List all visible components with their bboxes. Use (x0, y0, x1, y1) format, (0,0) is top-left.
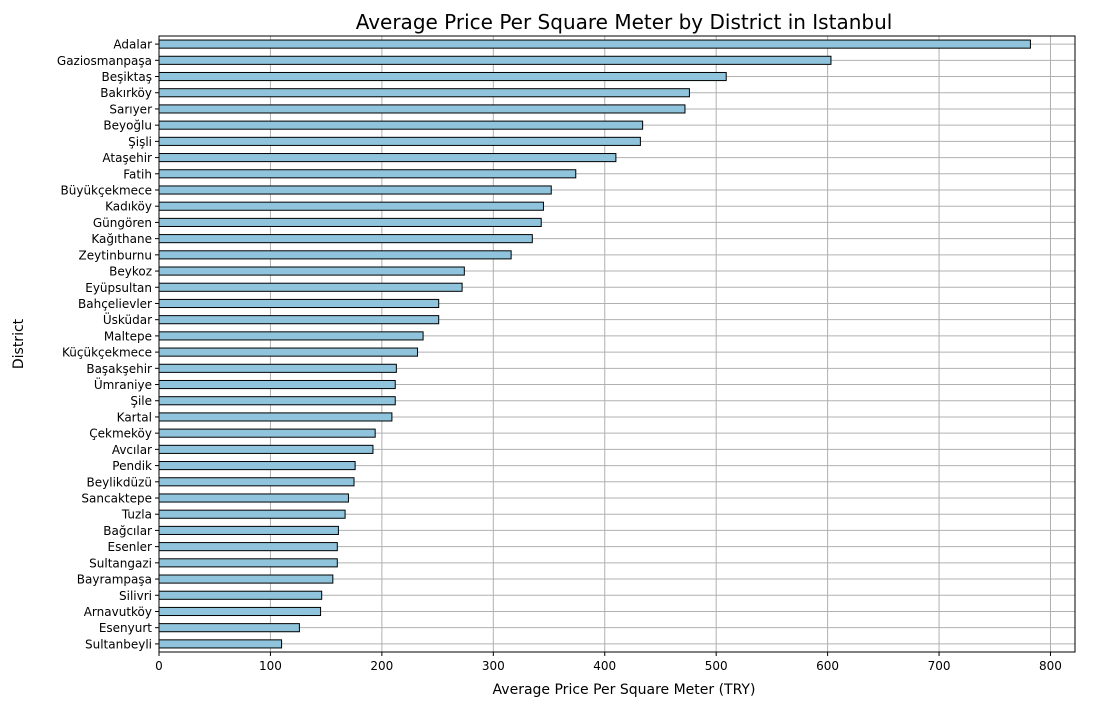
y-tick-label: Bağcılar (103, 524, 152, 538)
bar (158, 298, 440, 309)
bar (158, 39, 1031, 49)
y-tick-label: Esenyurt (99, 621, 152, 635)
y-tick-label: Büyükçekmece (61, 184, 152, 198)
x-tick-label: 100 (259, 659, 282, 673)
x-tick-label: 600 (816, 659, 839, 673)
y-tick-label: Eyüpsultan (85, 281, 152, 295)
bar (158, 379, 396, 390)
y-axis-label: District (11, 318, 27, 369)
bar (158, 623, 300, 633)
x-tick-label: 300 (482, 659, 505, 673)
bar (158, 428, 376, 438)
y-tick-label: Sultanbeyli (85, 637, 152, 651)
bar (158, 169, 577, 179)
y-tick-label: Başakşehir (86, 362, 152, 376)
x-tick-label: 500 (705, 659, 728, 673)
y-tick-label: Bayrampaşa (77, 573, 152, 587)
bar (158, 55, 832, 65)
x-tick-label: 700 (928, 659, 951, 673)
y-tick-label: Şile (130, 394, 152, 408)
bar (158, 558, 338, 568)
y-tick-label: Avcılar (112, 443, 152, 457)
bar (158, 347, 419, 357)
y-tick-label: Ümraniye (94, 376, 152, 392)
y-tick-label: Beşiktaş (102, 70, 152, 84)
bar (158, 88, 690, 98)
bar (158, 461, 356, 471)
bar (158, 396, 396, 406)
bar (158, 234, 533, 244)
plot-frame (158, 35, 1076, 653)
x-tick-label: 400 (593, 659, 616, 673)
bar (158, 153, 617, 163)
y-tick-label: Kartal (117, 410, 152, 424)
y-tick-label: Çekmeköy (89, 427, 152, 441)
y-tick-label: Beykoz (109, 265, 152, 279)
bar (158, 104, 686, 114)
y-tick-label: Sultangazi (89, 556, 152, 570)
y-tick-label: Tuzla (121, 508, 152, 522)
bar (158, 266, 465, 276)
y-tick-label: Fatih (123, 167, 152, 181)
y-tick-label: Pendik (112, 459, 152, 473)
bar (158, 250, 512, 260)
bar (158, 444, 374, 454)
y-tick-label: Küçükçekmece (62, 346, 152, 360)
y-tick-label: Maltepe (104, 329, 152, 343)
y-tick-label: Güngören (93, 216, 152, 230)
bar (158, 282, 463, 292)
bar (158, 120, 644, 130)
y-tick-label: Beyoğlu (103, 119, 152, 133)
x-axis-label: Average Price Per Square Meter (TRY) (493, 682, 756, 698)
bar (158, 363, 397, 373)
y-tick-label: Zeytinburnu (78, 248, 152, 262)
y-tick-label: Sarıyer (109, 102, 152, 116)
y-tick-label: Üsküdar (103, 311, 152, 327)
bar (158, 639, 283, 649)
bar (158, 331, 424, 341)
x-tick-label: 200 (370, 659, 393, 673)
y-tick-label: Gaziosmanpaşa (57, 54, 152, 68)
bar (158, 136, 641, 146)
bar (158, 185, 552, 195)
bar (158, 201, 544, 211)
y-axis-ticks: Adalar Gaziosmanpaşa Beşiktaş Bakırköy Sarıy… (57, 38, 159, 651)
y-tick-label: Bahçelievler (78, 297, 152, 311)
bar (158, 509, 346, 519)
y-tick-label: Kağıthane (91, 232, 152, 246)
x-tick-label: 800 (1039, 659, 1062, 673)
x-axis-ticks: 0 100 200 300 400 500 600 700 800 (155, 652, 1062, 673)
bar (158, 606, 322, 617)
y-tick-label: Şişli (128, 135, 152, 149)
y-tick-label: Ataşehir (102, 151, 152, 165)
bar (158, 477, 355, 487)
y-tick-label: Bakırköy (100, 86, 152, 100)
bar (158, 71, 727, 82)
y-tick-label: Kadıköy (105, 200, 152, 214)
bar (158, 574, 334, 584)
x-tick-label: 0 (155, 659, 163, 673)
chart-title: Average Price Per Square Meter by Distri… (356, 10, 893, 34)
y-tick-label: Arnavutköy (84, 605, 152, 619)
y-tick-label: Silivri (119, 589, 152, 603)
bar (158, 412, 393, 422)
bars (158, 39, 1031, 649)
y-tick-label: Beylikdüzü (87, 475, 152, 489)
y-tick-label: Adalar (113, 38, 152, 52)
bar (158, 493, 349, 503)
bar (158, 217, 542, 227)
y-tick-label: Sancaktepe (81, 492, 152, 506)
bar (158, 525, 339, 535)
y-tick-label: Esenler (108, 540, 153, 554)
bar (158, 315, 440, 325)
bar (158, 542, 338, 552)
bar (158, 590, 323, 600)
